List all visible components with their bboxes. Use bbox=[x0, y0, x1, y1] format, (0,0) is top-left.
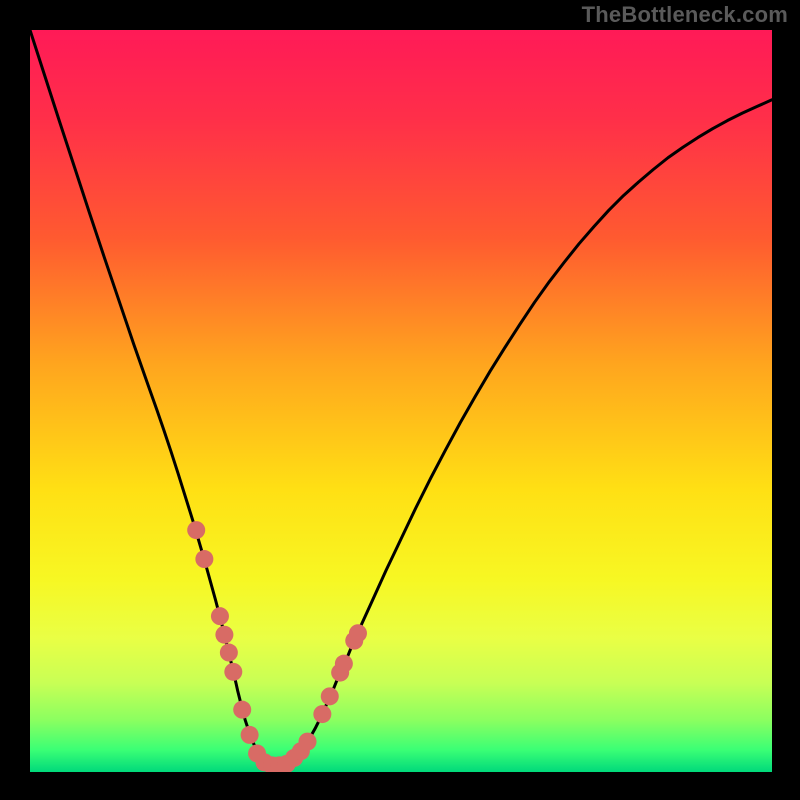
chart-container: TheBottleneck.com bbox=[0, 0, 800, 800]
data-marker bbox=[224, 663, 242, 681]
data-marker bbox=[220, 644, 238, 662]
data-marker bbox=[349, 624, 367, 642]
data-marker bbox=[211, 607, 229, 625]
gradient-background bbox=[30, 30, 772, 772]
data-marker bbox=[195, 550, 213, 568]
data-marker bbox=[233, 701, 251, 719]
data-marker bbox=[241, 726, 259, 744]
data-marker bbox=[321, 687, 339, 705]
data-marker bbox=[335, 655, 353, 673]
data-marker bbox=[313, 705, 331, 723]
plot-area bbox=[30, 30, 772, 772]
data-marker bbox=[215, 626, 233, 644]
data-marker bbox=[187, 521, 205, 539]
watermark-text: TheBottleneck.com bbox=[582, 2, 788, 28]
data-marker bbox=[299, 733, 317, 751]
plot-svg bbox=[30, 30, 772, 772]
